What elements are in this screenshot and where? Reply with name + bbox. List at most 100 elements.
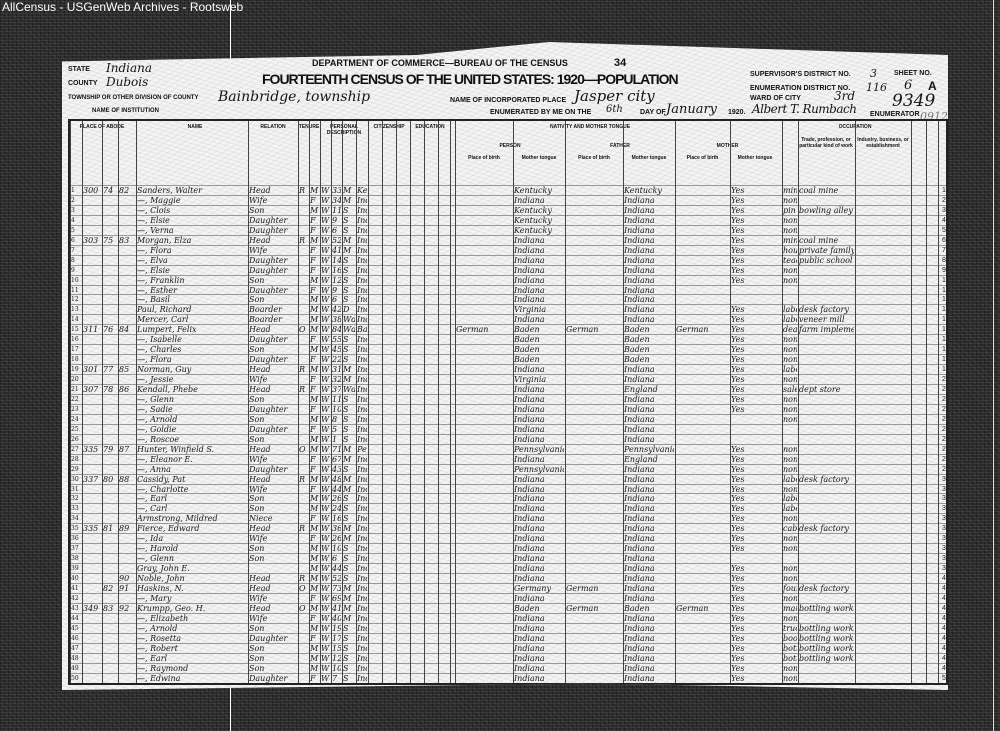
cell-relation: Wife xyxy=(249,534,268,544)
cell-father-tongue: Indiana xyxy=(624,245,655,255)
cell-father-tongue: Baden xyxy=(624,345,650,355)
cell-mother-tongue: Yes xyxy=(731,265,745,275)
cell-tongue: Kentucky xyxy=(514,215,552,225)
cell-age: S xyxy=(343,643,349,653)
table-row: 42 —, Mary Wife FW69M Indiana Indiana Indiana Y… xyxy=(70,592,948,604)
cell-mother-tongue: Yes xyxy=(731,633,745,643)
cell-mortgage: M xyxy=(310,315,319,325)
cell-name: —, Arnold xyxy=(137,414,178,424)
cell-age: S xyxy=(343,404,349,414)
cell-tenure: O xyxy=(299,444,306,454)
cell-speaks-english: none xyxy=(783,265,797,275)
column-rule xyxy=(320,121,321,683)
cell-marital: Indiana xyxy=(357,235,367,245)
line-number-right: 21 xyxy=(942,386,950,393)
column-rule xyxy=(82,121,83,683)
cell-dwelling: 81 xyxy=(103,524,114,534)
cell-mortgage: F xyxy=(310,454,316,464)
cell-race: 44 xyxy=(332,484,341,494)
cell-marital: Indiana xyxy=(357,574,367,584)
cell-tongue: Indiana xyxy=(514,643,545,653)
cell-race: 55 xyxy=(332,335,341,345)
cell-name: —, Glenn xyxy=(137,394,175,404)
cell-marital: Indiana xyxy=(357,215,367,225)
cell-tenure: R xyxy=(299,524,306,534)
cell-speaks-english: bottle washer xyxy=(783,643,797,653)
cell-age: S xyxy=(343,285,349,295)
cell-age: S xyxy=(343,504,349,514)
cell-race: 1 xyxy=(332,434,338,444)
cell-father-tongue: Indiana xyxy=(624,414,655,424)
stamp-number: 9349 xyxy=(892,91,936,111)
cell-race: 6 xyxy=(332,295,338,305)
cell-street: 307 xyxy=(83,385,99,394)
cell-relation: Wife xyxy=(249,245,268,255)
cell-marital: Indiana xyxy=(357,434,367,444)
cell-tenure: R xyxy=(299,365,306,375)
cell-father-tongue: Indiana xyxy=(624,593,655,603)
cell-race: 12 xyxy=(332,275,341,285)
year-label: 1920. xyxy=(728,109,746,116)
cell-race: 6 xyxy=(332,554,338,564)
cell-father-tongue: Indiana xyxy=(624,623,655,633)
column-rule xyxy=(102,121,103,683)
cell-race: 10 xyxy=(332,663,341,673)
cell-race: 34 xyxy=(332,195,341,205)
cell-tongue: Indiana xyxy=(514,504,545,514)
line-number: 11 xyxy=(71,286,79,294)
cell-sex: W xyxy=(321,375,330,385)
cell-tenure: O xyxy=(299,603,306,613)
cell-mortgage: F xyxy=(310,335,316,345)
cell-mortgage: F xyxy=(310,385,316,394)
cell-marital: Pennsylvania xyxy=(357,444,367,454)
cell-tongue: Indiana xyxy=(514,524,545,534)
cell-speaks-english: none xyxy=(783,225,797,235)
cell-tongue: Indiana xyxy=(514,554,545,564)
cell-birthplace: German xyxy=(456,325,489,335)
cell-father-birthplace: German xyxy=(566,584,599,593)
cell-father-tongue: Indiana xyxy=(624,255,655,265)
cell-sex: W xyxy=(321,186,330,195)
cell-father-tongue: Indiana xyxy=(624,494,655,504)
cell-sex: W xyxy=(321,484,330,494)
line-number: 7 xyxy=(71,246,75,254)
cell-mother-tongue: Yes xyxy=(731,404,745,414)
cell-tongue: Baden xyxy=(514,355,540,365)
ed-value: 116 xyxy=(866,81,887,94)
cell-name: —, Flora xyxy=(137,355,172,365)
cell-age: S xyxy=(343,355,349,365)
cell-relation: Head xyxy=(249,235,271,245)
cell-speaks-english: miner xyxy=(783,186,797,195)
cell-speaks-english: none xyxy=(783,335,797,345)
line-number: 20 xyxy=(71,376,79,384)
cell-age: Wd xyxy=(343,315,355,325)
cell-mortgage: M xyxy=(310,474,319,484)
column-header-trade: Trade, profession, or particular kind of… xyxy=(799,137,853,149)
sheet-label: SHEET NO. xyxy=(894,70,932,77)
cell-race: 17 xyxy=(332,633,341,643)
cell-age: M xyxy=(343,613,352,623)
line-number: 32 xyxy=(71,495,79,503)
cell-race: 10 xyxy=(332,404,341,414)
column-header-personal: PERSONAL DESCRIPTION xyxy=(326,124,362,136)
cell-sex: W xyxy=(321,593,330,603)
cell-mother-tongue: Yes xyxy=(731,584,745,593)
cell-mortgage: F xyxy=(310,404,316,414)
column-header-relation: RELATION xyxy=(260,124,286,130)
cell-relation: Wife xyxy=(249,484,268,494)
cell-relation: Son xyxy=(249,414,265,424)
column-header-education: EDUCATION xyxy=(415,124,445,130)
sheet-number: 6 xyxy=(904,78,913,93)
township-label: TOWNSHIP OR OTHER DIVISION OF COUNTY xyxy=(68,95,199,101)
cell-age: M xyxy=(343,245,352,255)
cell-tongue: Germany xyxy=(514,584,551,593)
line-number-right: 34 xyxy=(942,515,950,523)
line-number-right: 7 xyxy=(942,246,946,254)
